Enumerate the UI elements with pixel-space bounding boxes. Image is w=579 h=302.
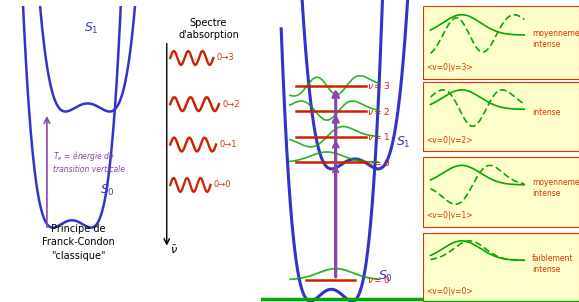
Text: Spectre
d'absorption: Spectre d'absorption — [178, 18, 239, 40]
Text: $\nu=3$: $\nu=3$ — [367, 80, 390, 91]
Bar — [423, 82, 579, 151]
Text: <v=0|v=2>: <v=0|v=2> — [426, 136, 472, 145]
Text: moyennement
intense: moyennement intense — [532, 29, 579, 49]
Bar — [423, 157, 579, 226]
Text: intense: intense — [532, 108, 560, 117]
Text: $S_0$: $S_0$ — [379, 269, 393, 284]
Text: $T_e$ = énergie de
transition verticale: $T_e$ = énergie de transition verticale — [53, 149, 125, 174]
Text: $S_1$: $S_1$ — [85, 21, 99, 36]
Text: Principe de
Franck-Condon
"classique": Principe de Franck-Condon "classique" — [42, 224, 115, 261]
Text: $\nu=2$: $\nu=2$ — [367, 106, 390, 117]
Text: $\nu=1$: $\nu=1$ — [367, 131, 390, 142]
Text: $S_1$: $S_1$ — [396, 135, 411, 150]
Text: 0→2: 0→2 — [222, 100, 240, 109]
Text: 0→0: 0→0 — [214, 181, 232, 189]
Text: $\nu=0$: $\nu=0$ — [367, 157, 390, 168]
Text: 0→1: 0→1 — [219, 140, 237, 149]
Text: <v=0|v=1>: <v=0|v=1> — [426, 211, 472, 220]
Text: $\nu=0$: $\nu=0$ — [367, 274, 390, 285]
Text: faiblement
intense: faiblement intense — [532, 254, 574, 274]
Bar — [423, 233, 579, 302]
Text: moyennement
intense: moyennement intense — [532, 178, 579, 198]
Text: $\bar{\nu}$: $\bar{\nu}$ — [170, 244, 178, 256]
Text: <v=0|v=3>: <v=0|v=3> — [426, 63, 472, 72]
Text: $S_0$: $S_0$ — [100, 183, 115, 198]
Text: 0→3: 0→3 — [217, 53, 234, 63]
Bar — [423, 6, 579, 79]
Text: <v=0|v=0>: <v=0|v=0> — [426, 287, 472, 296]
